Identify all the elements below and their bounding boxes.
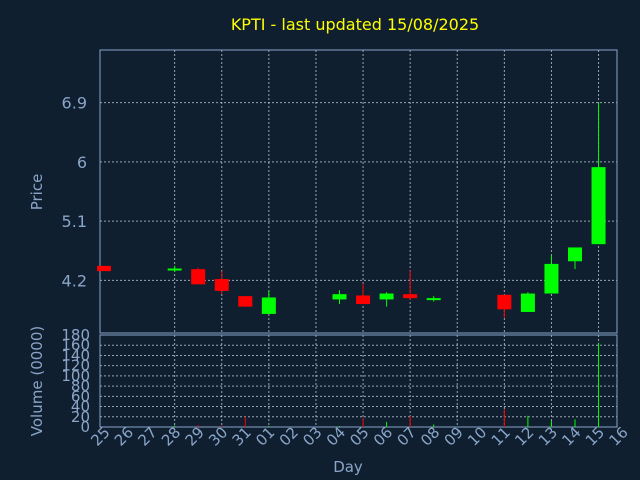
- price-tick-label: 6.9: [62, 94, 87, 113]
- candle-body: [214, 279, 229, 291]
- price-tick-label: 4.2: [62, 271, 87, 290]
- volume-tick-label: 40: [71, 398, 90, 416]
- volume-grid: [100, 334, 617, 428]
- candles: [97, 102, 606, 318]
- volume-tick-label: 140: [61, 346, 90, 364]
- candle-body: [426, 298, 441, 301]
- candle-body: [167, 268, 182, 271]
- price-axis-label: Price: [28, 174, 46, 211]
- volume-tick-label: 120: [61, 357, 90, 375]
- candle-body: [403, 294, 418, 299]
- candle-body: [97, 265, 111, 272]
- x-axis-label: Day: [333, 458, 363, 476]
- candle-body: [544, 263, 559, 294]
- volume-tick-label: 20: [71, 408, 90, 426]
- volume-bars: [174, 342, 600, 427]
- candle-body: [332, 294, 347, 300]
- volume-tick-label: 80: [71, 377, 90, 395]
- candle-body: [591, 167, 606, 245]
- price-tick-label: 5.1: [62, 212, 87, 231]
- candle-body: [379, 293, 394, 300]
- volume-axis-label: Volume (0000): [28, 326, 46, 436]
- candle-body: [520, 293, 535, 312]
- volume-tick-label: 160: [61, 336, 90, 354]
- volume-tick-label: 60: [71, 387, 90, 405]
- candle-body: [191, 269, 206, 285]
- price-grid: [100, 50, 617, 333]
- candle-body: [261, 297, 276, 314]
- volume-tick-label: 180: [61, 326, 90, 344]
- candle-body: [568, 247, 582, 262]
- volume-plot-frame: [99, 334, 618, 428]
- candle-body: [497, 294, 512, 310]
- volume-tick-label: 100: [61, 367, 90, 385]
- price-axis-ticks: 4.2 5.1 6 6.9: [62, 94, 87, 291]
- x-axis-ticks: 2526272829303101020304050607080910111213…: [87, 423, 631, 449]
- candle-body: [238, 296, 253, 307]
- price-tick-label: 6: [77, 153, 87, 172]
- chart-title: KPTI - last updated 15/08/2025: [231, 15, 479, 34]
- candle-body: [356, 295, 371, 305]
- volume-tick-label: 0: [80, 418, 90, 436]
- price-plot-frame: [99, 49, 618, 334]
